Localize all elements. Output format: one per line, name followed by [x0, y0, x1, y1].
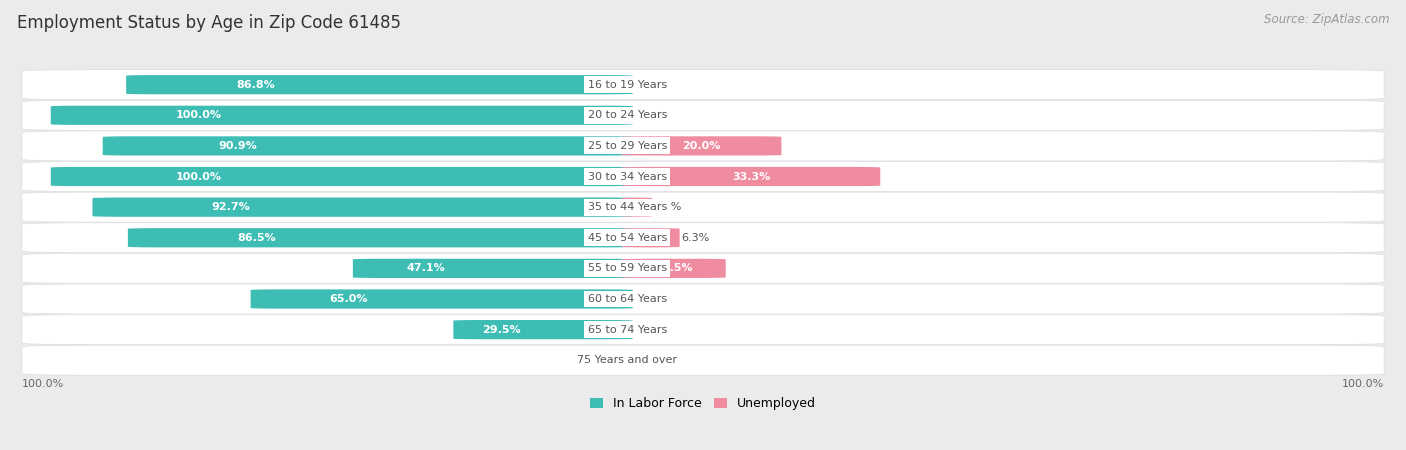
Text: 12.5%: 12.5% — [655, 263, 693, 274]
FancyBboxPatch shape — [621, 259, 725, 278]
Text: 60 to 64 Years: 60 to 64 Years — [588, 294, 666, 304]
Text: 100.0%: 100.0% — [1341, 379, 1384, 389]
FancyBboxPatch shape — [22, 192, 1384, 222]
Text: 75 Years and over: 75 Years and over — [578, 355, 678, 365]
Text: 100.0%: 100.0% — [22, 379, 65, 389]
FancyBboxPatch shape — [127, 75, 633, 94]
Text: 65 to 74 Years: 65 to 74 Years — [588, 324, 666, 335]
Text: 45 to 54 Years: 45 to 54 Years — [588, 233, 666, 243]
FancyBboxPatch shape — [22, 284, 1384, 314]
Text: Employment Status by Age in Zip Code 61485: Employment Status by Age in Zip Code 614… — [17, 14, 401, 32]
FancyBboxPatch shape — [22, 70, 1384, 100]
Text: 0.0%: 0.0% — [634, 355, 662, 365]
Text: 0.0%: 0.0% — [634, 324, 662, 335]
FancyBboxPatch shape — [51, 106, 633, 125]
Text: 55 to 59 Years: 55 to 59 Years — [588, 263, 666, 274]
Text: 20.0%: 20.0% — [682, 141, 721, 151]
FancyBboxPatch shape — [22, 100, 1384, 130]
FancyBboxPatch shape — [93, 198, 633, 217]
Text: 47.1%: 47.1% — [406, 263, 444, 274]
FancyBboxPatch shape — [103, 136, 633, 156]
FancyBboxPatch shape — [621, 228, 679, 248]
FancyBboxPatch shape — [22, 315, 1384, 345]
Text: 25 to 29 Years: 25 to 29 Years — [588, 141, 666, 151]
FancyBboxPatch shape — [353, 259, 633, 278]
Text: 33.3%: 33.3% — [733, 171, 770, 181]
Text: 0.0%: 0.0% — [634, 110, 662, 120]
FancyBboxPatch shape — [453, 320, 633, 339]
FancyBboxPatch shape — [128, 228, 633, 248]
FancyBboxPatch shape — [250, 289, 633, 309]
Text: Source: ZipAtlas.com: Source: ZipAtlas.com — [1264, 14, 1389, 27]
Text: 100.0%: 100.0% — [176, 110, 222, 120]
FancyBboxPatch shape — [51, 167, 633, 186]
Text: 29.5%: 29.5% — [482, 324, 520, 335]
FancyBboxPatch shape — [621, 198, 652, 217]
FancyBboxPatch shape — [621, 167, 880, 186]
Text: 0.0%: 0.0% — [634, 294, 662, 304]
Text: 65.0%: 65.0% — [329, 294, 368, 304]
FancyBboxPatch shape — [22, 345, 1384, 375]
Text: 16 to 19 Years: 16 to 19 Years — [588, 80, 666, 90]
Text: 92.7%: 92.7% — [211, 202, 250, 212]
Text: 30 to 34 Years: 30 to 34 Years — [588, 171, 666, 181]
FancyBboxPatch shape — [22, 162, 1384, 192]
Text: 0.0%: 0.0% — [592, 355, 620, 365]
Text: 2.6%: 2.6% — [654, 202, 682, 212]
Text: 86.8%: 86.8% — [236, 80, 276, 90]
Text: 20 to 24 Years: 20 to 24 Years — [588, 110, 666, 120]
Text: 90.9%: 90.9% — [219, 141, 257, 151]
FancyBboxPatch shape — [621, 136, 782, 156]
Text: 0.0%: 0.0% — [634, 80, 662, 90]
Text: 100.0%: 100.0% — [176, 171, 222, 181]
FancyBboxPatch shape — [22, 253, 1384, 284]
Legend: In Labor Force, Unemployed: In Labor Force, Unemployed — [585, 392, 821, 415]
Text: 6.3%: 6.3% — [681, 233, 709, 243]
FancyBboxPatch shape — [22, 223, 1384, 253]
Text: 35 to 44 Years: 35 to 44 Years — [588, 202, 666, 212]
FancyBboxPatch shape — [22, 131, 1384, 161]
Text: 86.5%: 86.5% — [238, 233, 276, 243]
